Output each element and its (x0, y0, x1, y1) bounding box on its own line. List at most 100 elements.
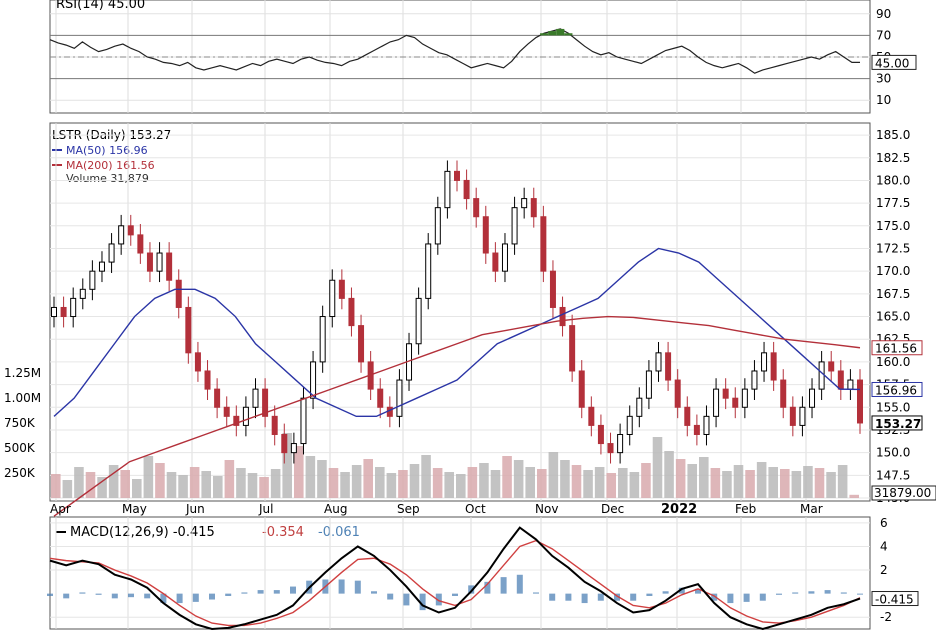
macd-histogram-bar (581, 593, 588, 604)
candle-body (60, 306, 67, 318)
x-tick-label: Apr (50, 502, 71, 516)
candle-body (511, 207, 518, 245)
volume-bar (490, 470, 501, 498)
candle-body (588, 406, 595, 426)
candle-body (713, 388, 720, 417)
macd-histogram-bar (792, 592, 799, 594)
candle-body (290, 443, 297, 454)
candle-body (434, 207, 441, 245)
price-tick-label: 150.0 (876, 446, 910, 460)
volume-bar (51, 474, 61, 498)
candle-body (501, 243, 508, 272)
price-legend: LSTR (Daily) 153.27 MA(50) 156.96 MA(200… (52, 128, 171, 185)
volume-bar (236, 468, 246, 498)
volume-bar (768, 467, 778, 498)
x-tick-label: May (122, 502, 147, 516)
volume-bar (97, 477, 107, 498)
macd-last-value-box (871, 591, 919, 607)
volume-bar (467, 467, 478, 498)
macd-histogram-bar (111, 593, 118, 599)
rsi-tick-label: 70 (876, 28, 891, 42)
candle-body (569, 325, 576, 372)
candle-body (626, 415, 633, 435)
macd-histogram-bar (857, 593, 863, 595)
volume-bar (675, 459, 686, 498)
candle-body (89, 270, 96, 290)
volume-bar (652, 437, 663, 498)
close-last-box (871, 415, 923, 431)
ma200-legend: MA(200) 161.56 (66, 159, 155, 172)
candle-body (300, 397, 307, 445)
volume-bar (525, 467, 535, 498)
x-tick-label: Nov (535, 502, 558, 516)
candle-body (425, 243, 432, 299)
rsi-tick-label: 10 (876, 93, 891, 107)
candle-body (396, 379, 403, 417)
candle-body (684, 406, 691, 426)
volume-bar (189, 467, 200, 498)
volume-bar (363, 459, 373, 498)
price-tick-label: 147.5 (876, 468, 910, 482)
volume-bar (432, 468, 443, 498)
macd-histogram-bar (776, 593, 782, 595)
volume-bar (710, 468, 721, 498)
macd-histogram-bar (176, 593, 183, 604)
candle-body (281, 433, 288, 454)
volume-last-box (871, 485, 936, 501)
volume-bar (699, 457, 709, 498)
macd-histogram-bar (630, 593, 637, 601)
candle-body (636, 397, 643, 417)
rsi-title: RSI(14) 45.00 (56, 0, 145, 12)
volume-bar (328, 468, 339, 498)
volume-tick-label: 1.25M (4, 366, 41, 380)
macd-histogram-bar (516, 574, 523, 594)
macd-signal-line (49, 539, 861, 627)
candle-body (655, 352, 662, 372)
volume-bar (351, 465, 362, 498)
volume-bar (548, 452, 559, 498)
ma50-last-value: 156.96 (875, 383, 917, 397)
candle-body (79, 288, 86, 299)
candle-body (559, 306, 566, 327)
macd-histogram-bar (419, 593, 426, 611)
grid (50, 0, 870, 629)
candle-body (617, 433, 624, 454)
volume-bar (340, 472, 350, 498)
volume-bar (386, 473, 397, 498)
volume-bar (305, 456, 316, 498)
candle-body (271, 415, 278, 435)
volume-bar (294, 446, 304, 498)
candle-body (175, 279, 182, 308)
macd-histogram-bar (144, 593, 151, 599)
volume-bar (479, 463, 489, 498)
macd-histogram-bar (452, 593, 458, 596)
volume-bar (756, 462, 767, 498)
candle-body (242, 406, 249, 426)
candle-body (214, 388, 221, 408)
volume-bar (143, 456, 154, 498)
candle-body (492, 252, 499, 272)
candle-body (751, 370, 758, 390)
candle-body (233, 415, 240, 426)
volume-bar (259, 477, 269, 498)
volume-bars (51, 433, 859, 498)
volume-bar (502, 456, 512, 498)
series-lines (47, 28, 863, 630)
volume-bar (513, 460, 524, 498)
macd-histogram-bar (63, 593, 70, 599)
candle-body (473, 198, 480, 218)
macd-histogram-bar (500, 577, 507, 594)
ma200-line (53, 315, 861, 517)
candle-body (722, 388, 729, 399)
candle-body (530, 198, 537, 218)
macd-histogram-bar (468, 585, 475, 594)
price-tick-label: 170.0 (876, 264, 910, 278)
volume-bar (247, 473, 258, 498)
candle-body (127, 225, 134, 236)
candle-body (377, 388, 384, 408)
macd-last-value: -0.415 (875, 593, 914, 607)
volume-bar (583, 470, 593, 498)
candle-body (310, 361, 317, 399)
macd-histogram-bar (257, 590, 264, 594)
